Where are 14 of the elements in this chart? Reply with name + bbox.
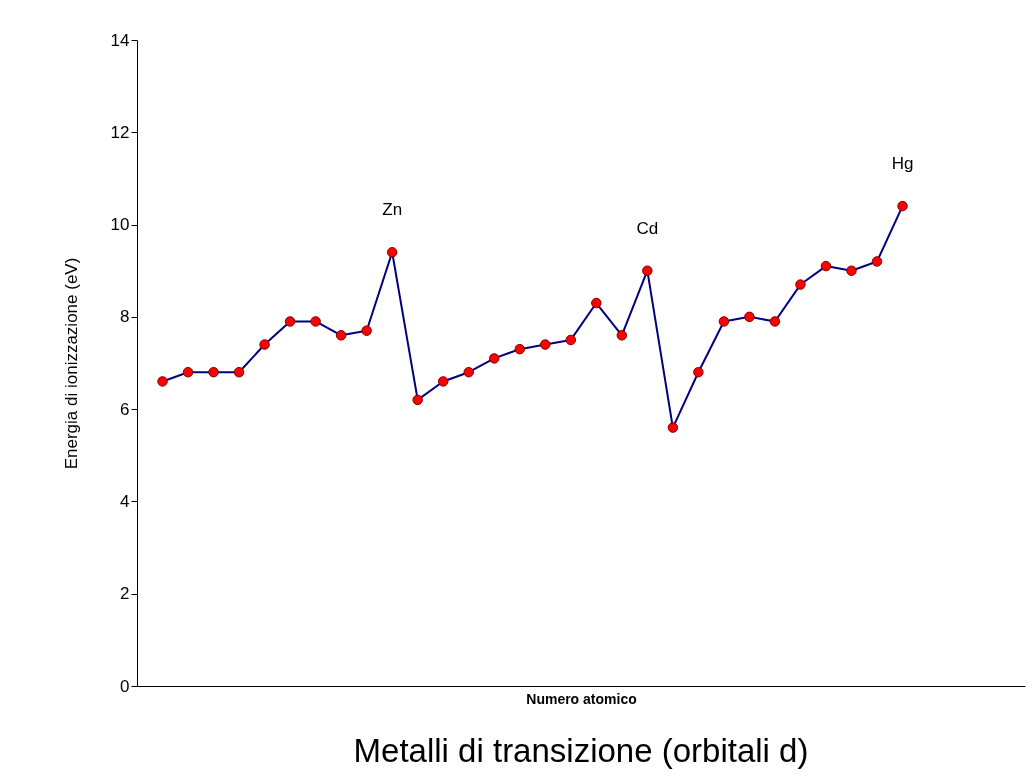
y-tick-label: 4 [120,491,130,511]
annotation: Zn [382,200,403,220]
y-axis-title: Energia di ionizzazione (eV) [61,257,81,470]
x-axis-title: Numero atomico [526,690,637,707]
y-tick-label: 14 [110,30,130,50]
y-tick-label: 6 [120,399,130,419]
y-tick-label: 12 [110,122,130,142]
y-tick-label: 8 [120,307,130,327]
text: Metalli di transizione (orbitali d) [353,732,809,769]
y-tick-label: 0 [120,676,130,696]
annotation: Hg [891,154,914,174]
y-tick-label: 10 [110,215,130,235]
y-tick-label: 2 [120,584,130,604]
annotation: Cd [636,218,659,238]
